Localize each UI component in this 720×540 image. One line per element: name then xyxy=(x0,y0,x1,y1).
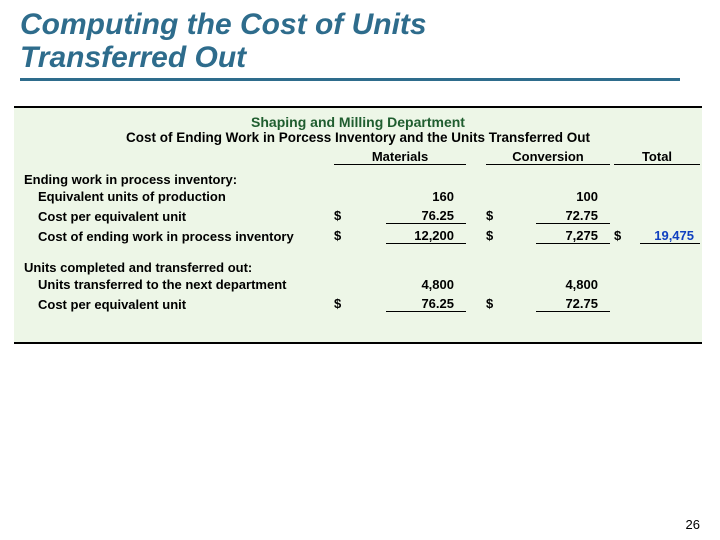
cell-materials: $ 76.25 xyxy=(334,208,466,224)
table-row: Cost per equivalent unit $ 76.25 $ 72.75 xyxy=(14,206,702,226)
currency-sym: $ xyxy=(486,296,502,312)
currency-sym xyxy=(334,277,350,292)
cost-table: Shaping and Milling Department Cost of E… xyxy=(14,106,702,344)
col-materials: Materials xyxy=(334,149,466,165)
title-underline xyxy=(20,78,680,81)
cell-value: 7,275 xyxy=(536,228,610,244)
cell-conversion: 100 xyxy=(486,189,610,204)
cell-materials: $ 76.25 xyxy=(334,296,466,312)
table-row: Units transferred to the next department… xyxy=(14,275,702,294)
slide-title: Computing the Cost of Units Transferred … xyxy=(20,8,680,81)
cell-materials: $ 12,200 xyxy=(334,228,466,244)
cell-value: 4,800 xyxy=(386,277,466,292)
col-conversion: Conversion xyxy=(486,149,610,165)
row-label: Cost per equivalent unit xyxy=(14,209,334,224)
currency-sym: $ xyxy=(334,208,350,224)
currency-sym: $ xyxy=(334,228,350,244)
currency-sym: $ xyxy=(614,228,630,244)
currency-sym xyxy=(486,277,502,292)
currency-sym: $ xyxy=(334,296,350,312)
table-row: Cost of ending work in process inventory… xyxy=(14,226,702,246)
cell-value: 100 xyxy=(536,189,610,204)
cell-total: $ 19,475 xyxy=(614,228,700,244)
cell-conversion: $ 72.75 xyxy=(486,208,610,224)
cell-value: 72.75 xyxy=(536,208,610,224)
row-label: Units transferred to the next department xyxy=(14,277,334,292)
row-label: Cost per equivalent unit xyxy=(14,297,334,312)
cell-value: 76.25 xyxy=(386,296,466,312)
spacer xyxy=(14,246,702,260)
section-1-heading: Ending work in process inventory: xyxy=(14,165,702,187)
currency-sym xyxy=(334,189,350,204)
cell-conversion: 4,800 xyxy=(486,277,610,292)
slide-number: 26 xyxy=(686,517,700,532)
row-label: Cost of ending work in process inventory xyxy=(14,229,334,244)
col-spacer xyxy=(14,149,334,165)
cell-materials: 4,800 xyxy=(334,277,466,292)
table-row: Equivalent units of production 160 100 xyxy=(14,187,702,206)
cell-value: 19,475 xyxy=(640,228,700,244)
table-header-row: Materials Conversion Total xyxy=(14,149,702,165)
cell-value: 12,200 xyxy=(386,228,466,244)
row-label: Equivalent units of production xyxy=(14,189,334,204)
cell-materials: 160 xyxy=(334,189,466,204)
cell-value: 160 xyxy=(386,189,466,204)
table-subheader: Cost of Ending Work in Porcess Inventory… xyxy=(14,130,702,147)
section-2-heading: Units completed and transferred out: xyxy=(14,260,702,275)
table-row: Cost per equivalent unit $ 76.25 $ 72.75 xyxy=(14,294,702,314)
slide: Computing the Cost of Units Transferred … xyxy=(0,0,720,540)
title-line-1: Computing the Cost of Units xyxy=(20,8,680,41)
currency-sym xyxy=(486,189,502,204)
cell-value: 76.25 xyxy=(386,208,466,224)
col-total: Total xyxy=(614,149,700,165)
title-line-2: Transferred Out xyxy=(20,41,680,74)
department-name: Shaping and Milling Department xyxy=(14,112,702,130)
cell-value: 72.75 xyxy=(536,296,610,312)
currency-sym: $ xyxy=(486,208,502,224)
currency-sym: $ xyxy=(486,228,502,244)
cell-value: 4,800 xyxy=(536,277,610,292)
cell-conversion: $ 72.75 xyxy=(486,296,610,312)
cell-conversion: $ 7,275 xyxy=(486,228,610,244)
